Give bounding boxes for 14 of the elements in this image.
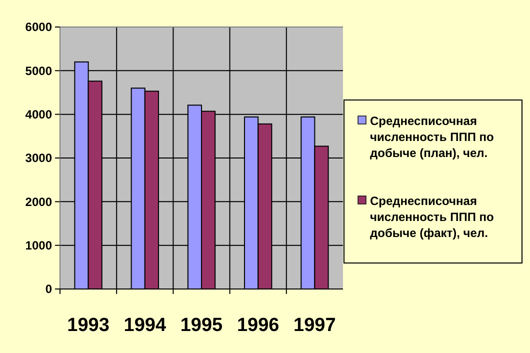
- y-tick-label: 2000: [25, 194, 52, 209]
- x-tick-label: 1994: [124, 315, 166, 336]
- y-tick-label: 5000: [25, 64, 52, 78]
- legend-label: Среднесписочная численность ППП по добыче (план), чел.: [370, 114, 494, 160]
- y-tick-label: 0: [45, 282, 52, 296]
- y-tick-label: 4000: [25, 108, 52, 122]
- y-tick-label: 3000: [25, 151, 52, 166]
- y-tick-label: 1000: [25, 238, 52, 253]
- legend-label: Среднесписочная численность ППП по добыче (факт), чел.: [370, 194, 494, 240]
- y-tick-label: 6000: [25, 20, 52, 34]
- x-tick-label: 1993: [67, 315, 110, 336]
- x-tick-label: 1997: [294, 315, 336, 336]
- x-tick-label: 1995: [180, 315, 224, 336]
- x-tick-label: 1996: [236, 315, 280, 336]
